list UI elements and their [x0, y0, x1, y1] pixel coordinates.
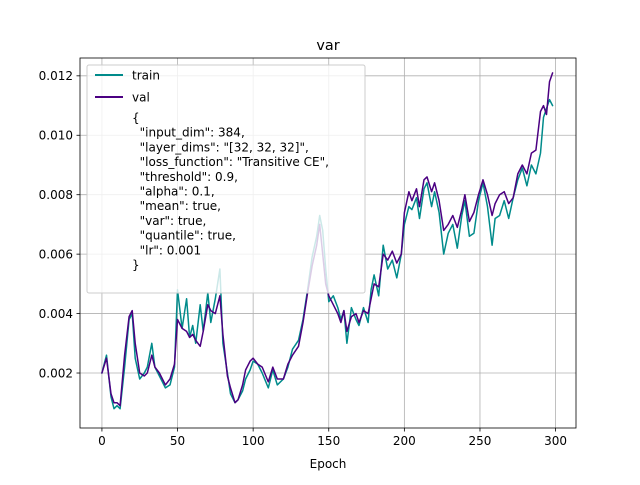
- legend-annotation-line: "input_dim": 384,: [132, 126, 245, 140]
- legend-annotation-line: "lr": 0.001: [132, 243, 201, 257]
- x-tick-label: 0: [98, 434, 106, 448]
- legend-annotation-line: "threshold": 0.9,: [132, 170, 238, 184]
- legend-annotation-line: }: [132, 258, 140, 272]
- y-tick-label: 0.012: [39, 69, 73, 83]
- x-axis-label: Epoch: [310, 457, 347, 471]
- legend-annotation-line: "var": true,: [132, 214, 206, 228]
- legend-annotation-line: "loss_function": "Transitive CE",: [132, 155, 329, 169]
- y-tick-label: 0.008: [39, 188, 73, 202]
- y-tick-label: 0.006: [39, 247, 73, 261]
- x-tick-label: 300: [544, 434, 567, 448]
- x-tick-label: 100: [242, 434, 265, 448]
- axis-ticks: 0 50 100 150 200 250 300 0.002 0.004 0.006 0.008 0.…: [39, 69, 567, 448]
- legend-box: [86, 64, 366, 294]
- x-tick-label: 150: [317, 434, 340, 448]
- plot-frame: [79, 57, 577, 429]
- y-tick-label: 0.010: [39, 129, 73, 143]
- legend: train val { "input_dim": 384, "layer_dim…: [86, 64, 366, 294]
- y-tick-label: 0.002: [39, 366, 73, 380]
- chart-title: var: [316, 38, 339, 54]
- legend-annotation-line: "quantile": true,: [132, 229, 236, 243]
- legend-annotation-line: {: [132, 111, 140, 125]
- legend-annotation-line: "layer_dims": "[32, 32, 32]",: [132, 140, 309, 154]
- legend-annotation-line: "mean": true,: [132, 199, 221, 213]
- y-tick-label: 0.004: [39, 307, 73, 321]
- legend-label-train: train: [132, 69, 160, 83]
- legend-annotation-line: "alpha": 0.1,: [132, 185, 215, 199]
- legend-annotation: { "input_dim": 384, "layer_dims": "[32, …: [132, 111, 329, 272]
- x-tick-label: 200: [393, 434, 416, 448]
- legend-label-val: val: [132, 91, 150, 105]
- x-tick-label: 50: [170, 434, 185, 448]
- x-tick-label: 250: [469, 434, 492, 448]
